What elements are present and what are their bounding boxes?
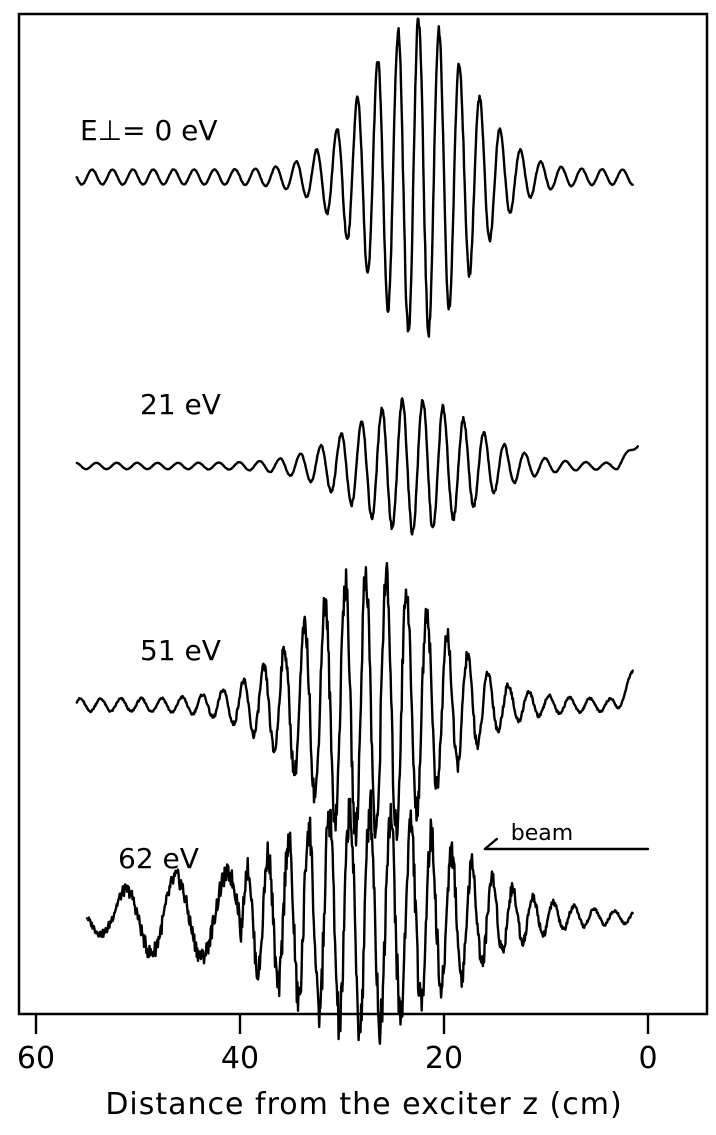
series-trace-1 — [75, 397, 639, 536]
series-trace-2 — [75, 561, 634, 847]
x-tick-label-40: 40 — [221, 1041, 259, 1076]
x-axis-label: Distance from the exciter z (cm) — [105, 1087, 622, 1122]
x-tick-label-60: 60 — [17, 1041, 55, 1076]
series-trace-0 — [75, 17, 634, 338]
traces-group — [75, 17, 639, 1045]
series-label-3: 62 eV — [118, 842, 199, 875]
x-tick-label-0: 0 — [638, 1041, 657, 1076]
series-trace-3 — [85, 789, 634, 1045]
series-label-2: 51 eV — [140, 634, 221, 667]
beam-annotation: beam — [483, 821, 650, 851]
beam-arrow — [483, 837, 650, 851]
x-axis-ticks-group: 60 40 20 0 — [17, 1014, 658, 1076]
series-label-0: E⊥= 0 eV — [80, 114, 218, 147]
series-labels-group: E⊥= 0 eV 21 eV 51 eV 62 eV — [80, 114, 221, 875]
x-tick-label-20: 20 — [425, 1041, 463, 1076]
beam-label: beam — [511, 821, 573, 846]
series-label-1: 21 eV — [140, 388, 221, 421]
